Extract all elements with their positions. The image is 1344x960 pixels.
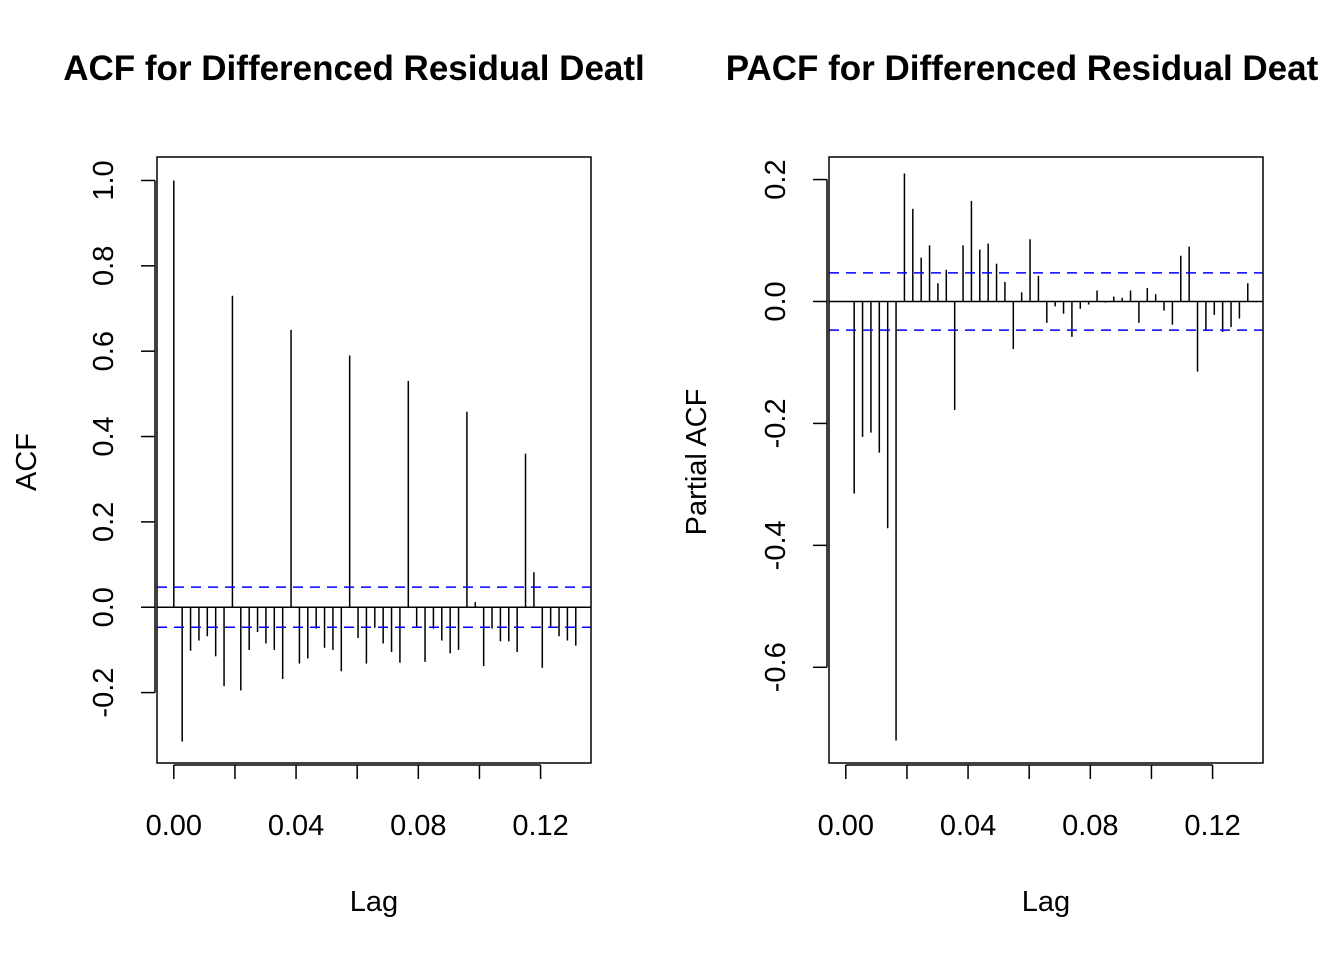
acf-y-tick-label: 0.2	[88, 502, 120, 542]
acf-y-tick-label: 0.4	[88, 416, 120, 456]
acf-plot-frame	[156, 156, 592, 764]
pacf-x-tick-label: 0.08	[1062, 810, 1118, 842]
acf-x-tick-label: 0.12	[512, 810, 568, 842]
acf-y-tick-label: 0.6	[88, 331, 120, 371]
pacf-y-tick-label: -0.6	[760, 642, 792, 692]
acf-x-label: Lag	[350, 886, 398, 918]
acf-y-axis: -0.2 0.0 0.2 0.4 0.6 0.8 1.0	[88, 160, 156, 718]
acf-y-label: ACF	[11, 433, 43, 491]
pacf-x-axis: 0.00 0.04 0.08 0.12	[818, 764, 1241, 842]
pacf-y-axis: -0.6 -0.4 -0.2 0.0 0.2	[760, 159, 828, 692]
acf-y-tick-label: 0.8	[88, 246, 120, 286]
pacf-bars	[853, 173, 1249, 741]
pacf-title: PACF for Differenced Residual Deat	[726, 49, 1319, 88]
acf-confidence-band	[157, 586, 591, 629]
acf-panel: ACF for Differenced Residual Deatl 0.00 0…	[11, 49, 645, 918]
pacf-confidence-band	[829, 272, 1263, 331]
acf-bars	[173, 180, 577, 742]
pacf-x-tick-label: 0.04	[940, 810, 996, 842]
pacf-x-label: Lag	[1022, 886, 1070, 918]
pacf-y-tick-label: 0.0	[760, 281, 792, 321]
pacf-x-tick-label: 0.00	[818, 810, 874, 842]
acf-x-tick-label: 0.08	[390, 810, 446, 842]
acf-y-tick-label: 1.0	[88, 160, 120, 200]
pacf-y-label: Partial ACF	[681, 389, 713, 536]
acf-y-tick-label: 0.0	[88, 587, 120, 627]
pacf-panel: PACF for Differenced Residual Deat 0.00 0…	[681, 49, 1319, 918]
pacf-plot-frame	[828, 156, 1264, 764]
pacf-y-tick-label: -0.4	[760, 520, 792, 570]
pacf-x-tick-label: 0.12	[1184, 810, 1240, 842]
acf-x-tick-label: 0.04	[268, 810, 324, 842]
acf-x-axis: 0.00 0.04 0.08 0.12	[146, 764, 569, 842]
pacf-y-tick-label: -0.2	[760, 398, 792, 448]
acf-y-tick-label: -0.2	[88, 668, 120, 718]
pacf-y-tick-label: 0.2	[760, 159, 792, 199]
acf-title: ACF for Differenced Residual Deatl	[63, 49, 645, 88]
acf-x-tick-label: 0.00	[146, 810, 202, 842]
